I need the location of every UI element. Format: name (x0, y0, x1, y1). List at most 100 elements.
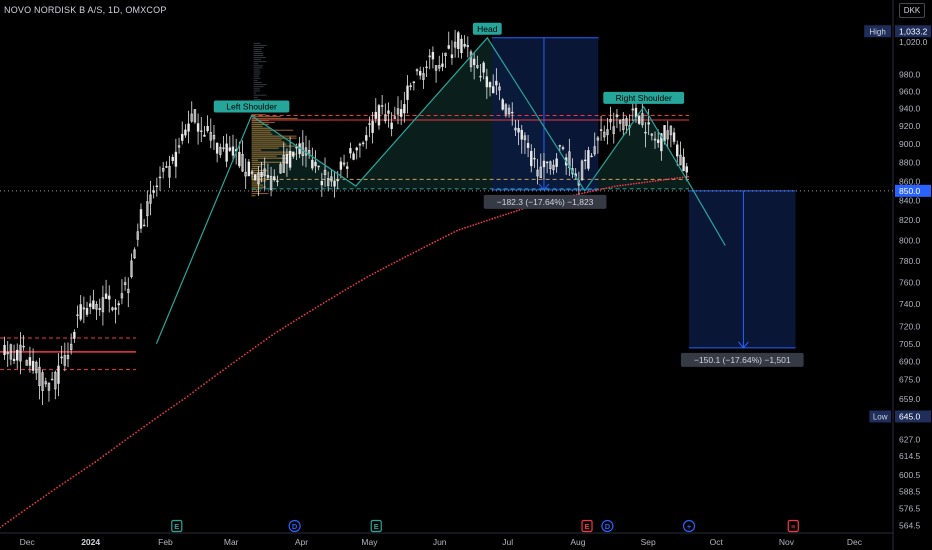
pattern-label-2[interactable]: Head (472, 22, 502, 35)
volume-profile-bar (251, 147, 279, 149)
ma-dot (219, 371, 222, 374)
ma-dot (494, 217, 496, 219)
candle-body (615, 114, 619, 118)
ma-dot (48, 492, 50, 495)
event-marker-7[interactable]: ≡ (787, 519, 799, 533)
volume-profile-bar (251, 137, 297, 139)
ma-dot (597, 188, 600, 191)
event-marker-3[interactable]: E (370, 519, 382, 533)
candle-body (336, 179, 339, 182)
volume-profile-bar (251, 131, 271, 133)
event-marker-text: E (585, 522, 590, 531)
volume-profile-bar (251, 119, 269, 122)
ma-dot (624, 183, 627, 186)
ma-dot (428, 243, 431, 246)
ma-dot (12, 517, 15, 519)
candle-body (152, 190, 155, 193)
event-marker-2[interactable]: D (288, 519, 301, 533)
ma-dot (7, 520, 10, 523)
ma-dot (208, 379, 211, 382)
candle-body (457, 32, 460, 49)
volume-profile-bar (253, 92, 257, 94)
ma-dot (140, 427, 143, 430)
y-tick-label: 705.0 (899, 339, 921, 349)
event-marker-shape (581, 519, 593, 533)
candle-body (165, 166, 168, 168)
price-badge-tag (864, 25, 891, 38)
ma-dot (64, 481, 67, 484)
ma-dot (105, 453, 107, 455)
ma-dot (322, 302, 325, 304)
candle-body (501, 99, 504, 110)
ma-dot (330, 297, 333, 299)
candle-body (650, 133, 654, 136)
candle-body (530, 150, 533, 167)
candle-body (79, 304, 82, 320)
ma-dot (205, 381, 208, 384)
candle-body (44, 381, 47, 385)
candle-body (38, 366, 41, 387)
candle-body (82, 307, 86, 310)
candle-body (295, 146, 298, 149)
candle-body (200, 130, 203, 132)
ma-dot (50, 490, 53, 493)
price-badge-value: 1,033.2 (899, 26, 928, 36)
event-marker-shape (288, 519, 301, 533)
event-marker-1[interactable]: E (171, 519, 183, 533)
y-tick-label: 800.0 (899, 235, 921, 245)
volume-profile-bar (251, 182, 261, 184)
candle-body (545, 161, 549, 164)
ma-dot (126, 437, 129, 440)
volume-profile-bar (253, 50, 262, 52)
candle-body (222, 147, 225, 149)
candle-body (479, 75, 482, 78)
candle-body (533, 157, 536, 160)
candle-body (120, 293, 124, 299)
candle-body (580, 160, 584, 180)
volume-profile-bar (253, 53, 264, 55)
event-marker-6[interactable]: + (682, 519, 696, 533)
event-marker-shape (370, 519, 382, 533)
event-marker-5[interactable]: D (601, 519, 614, 533)
candle-body (523, 135, 527, 141)
y-tick-label: 576.5 (899, 503, 921, 513)
candle-body (31, 360, 35, 371)
ma-dot (203, 383, 205, 386)
ma-dot (23, 509, 26, 512)
candle-body (16, 349, 19, 361)
candle-body (269, 175, 273, 191)
candle-body (111, 307, 114, 311)
ma-dot (371, 273, 374, 276)
event-marker-4[interactable]: E (581, 519, 593, 533)
ma-dot (1, 524, 4, 527)
ma-dot (409, 253, 412, 256)
candle-body (241, 154, 244, 172)
ma-dot (257, 344, 260, 346)
ma-dot (390, 263, 393, 266)
y-tick-label: 627.0 (899, 435, 921, 445)
volume-profile-bar (253, 79, 258, 81)
candle-body (50, 378, 54, 381)
candle-body (155, 185, 159, 188)
ma-dot (211, 377, 214, 380)
candle-body (526, 143, 530, 148)
ma-dot (439, 238, 442, 240)
ma-dot (83, 468, 86, 471)
candle-body (22, 345, 25, 348)
ma-dot (515, 209, 518, 212)
ma-dot (15, 515, 18, 517)
candle-body (215, 142, 219, 154)
ma-dot (34, 501, 37, 504)
pattern-label-text: Right Shoulder (616, 93, 672, 103)
currency-selector[interactable]: DKK (899, 3, 925, 18)
candle-body (279, 163, 282, 174)
pattern-label-3[interactable]: Right Shoulder (603, 91, 685, 104)
ma-dot (159, 414, 162, 417)
candle-body (393, 116, 397, 119)
pattern-label-1[interactable]: Left Shoulder (213, 100, 290, 113)
candle-body (469, 51, 473, 68)
ma-dot (450, 232, 453, 235)
ma-dot (643, 181, 646, 184)
ma-dot (233, 361, 235, 364)
